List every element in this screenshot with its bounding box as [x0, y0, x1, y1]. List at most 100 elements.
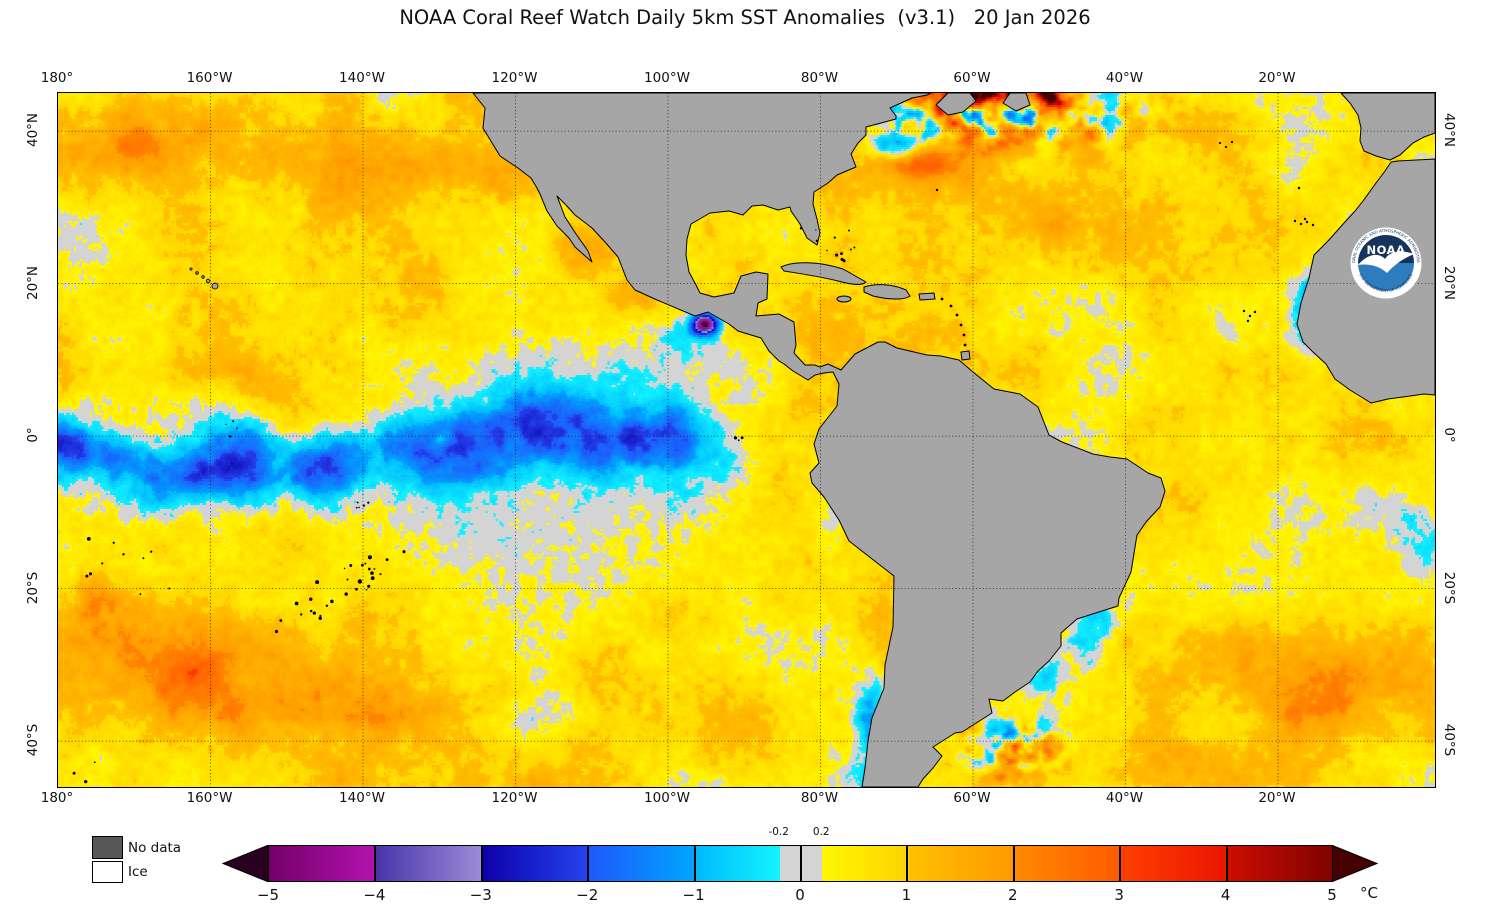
- ice-label: Ice: [128, 864, 148, 880]
- bottom-axis-label: 100°W: [644, 790, 690, 806]
- right-axis-label: 20°N: [1441, 265, 1457, 300]
- island-speck: [1224, 145, 1228, 149]
- island-speck: [357, 579, 363, 584]
- map-overlay: NOAA NATIONAL OCEANIC AND ATMOSPHERIC AD…: [58, 93, 1435, 787]
- right-axis-label: 0°: [1441, 427, 1457, 443]
- island-speck: [228, 435, 232, 438]
- colorbar-tick: [906, 846, 909, 881]
- island-speck: [402, 550, 406, 554]
- island-speck: [1218, 141, 1222, 145]
- colorbar-segment: [481, 846, 589, 881]
- island-speck: [356, 501, 359, 504]
- top-axis-label: 100°W: [644, 70, 690, 86]
- bottom-axis-label: 160°W: [186, 790, 233, 806]
- colorbar-tick-label: −1: [682, 886, 705, 904]
- right-axis-label: 40°N: [1441, 113, 1457, 148]
- bottom-axis-label: 140°W: [339, 790, 385, 806]
- left-axis-label: 20°S: [25, 571, 41, 604]
- colorbar-tick: [1225, 846, 1228, 881]
- island-speck: [318, 616, 323, 621]
- island-speck: [279, 619, 283, 622]
- island-speck: [358, 506, 360, 509]
- land-americas: [472, 93, 1166, 787]
- colorbar-segment: [269, 846, 376, 881]
- top-axis-label: 60°W: [953, 70, 991, 86]
- colorbar-tick: [480, 846, 483, 881]
- island-speck: [189, 267, 193, 271]
- colorbar: [268, 845, 1333, 882]
- island-speck: [150, 550, 153, 553]
- island-speck: [139, 593, 142, 596]
- island-speck: [72, 771, 76, 775]
- colorbar-segment: [375, 846, 482, 881]
- island-speck: [300, 613, 303, 616]
- colorbar-tick-label: 2: [1008, 886, 1018, 904]
- land-newfoundland: [1002, 93, 1031, 112]
- island-speck: [949, 304, 953, 308]
- island-speck: [112, 541, 115, 544]
- top-axis-label: 20°W: [1258, 70, 1296, 86]
- island-speck: [367, 584, 371, 588]
- island-speck: [849, 248, 852, 251]
- colorbar-right-arrow: [1332, 845, 1378, 882]
- colorbar-tick-label: 4: [1220, 886, 1231, 904]
- island-speck: [309, 609, 313, 613]
- colorbar-segment: [588, 846, 695, 881]
- island-speck: [93, 761, 96, 764]
- colorbar-tick: [587, 846, 590, 881]
- left-axis-label: 20°N: [25, 265, 41, 300]
- island-speck: [815, 229, 817, 231]
- island-speck: [101, 562, 104, 565]
- top-axis-label: 80°W: [800, 70, 839, 86]
- colorbar-left-arrow: [222, 845, 268, 882]
- ice-swatch: [92, 861, 123, 883]
- island-speck: [1305, 220, 1309, 224]
- colorbar-segment: [1226, 846, 1333, 881]
- bottom-axis-label: 80°W: [800, 790, 839, 806]
- island-speck: [733, 436, 738, 440]
- island-speck: [385, 558, 389, 562]
- island-speck: [940, 297, 944, 301]
- island-speck: [84, 779, 88, 784]
- land-puerto-rico: [918, 292, 936, 301]
- island-speck: [201, 275, 205, 279]
- island-speck: [330, 599, 334, 604]
- island-speck: [355, 506, 358, 509]
- island-speck: [959, 323, 963, 327]
- right-axis-label: 40°S: [1441, 723, 1457, 757]
- left-axis-label: 0°: [25, 427, 41, 443]
- colorbar-tick: [1012, 846, 1015, 881]
- island-speck: [232, 420, 235, 423]
- island-speck: [373, 568, 376, 570]
- land-iberia: [1340, 93, 1435, 161]
- island-speck: [225, 423, 227, 426]
- colorbar-tick-label: 0: [795, 886, 805, 904]
- land-layer: [72, 93, 1435, 787]
- bottom-axis-label: 20°W: [1258, 790, 1296, 806]
- island-speck: [955, 313, 959, 317]
- left-axis-label: 40°S: [25, 723, 41, 757]
- colorbar-unit-label: °C: [1360, 884, 1378, 902]
- island-speck: [168, 587, 171, 590]
- bottom-axis-label: 180°: [40, 790, 74, 806]
- island-speck: [835, 253, 839, 257]
- colorbar-tick-label: 5: [1327, 886, 1337, 904]
- island-speck: [1303, 217, 1307, 221]
- island-speck: [1293, 219, 1297, 223]
- top-axis-label: 40°W: [1105, 70, 1144, 86]
- island-speck: [325, 604, 329, 607]
- island-speck: [88, 572, 93, 576]
- colorbar-tick: [1119, 846, 1122, 881]
- island-speck: [379, 573, 382, 576]
- map-figure: NOAA NATIONAL OCEANIC AND ATMOSPHERIC AD…: [57, 92, 1436, 788]
- island-speck: [367, 501, 370, 504]
- colorbar-segment: [822, 846, 908, 881]
- bottom-axis-label: 40°W: [1105, 790, 1144, 806]
- island-speck: [142, 557, 145, 560]
- island-speck: [1246, 319, 1250, 323]
- page-title: NOAA Coral Reef Watch Daily 5km SST Anom…: [399, 6, 1091, 29]
- island-speck: [85, 574, 89, 578]
- colorbar-tick: [800, 846, 802, 881]
- top-axis-label: 160°W: [186, 70, 233, 86]
- island-speck: [122, 553, 125, 556]
